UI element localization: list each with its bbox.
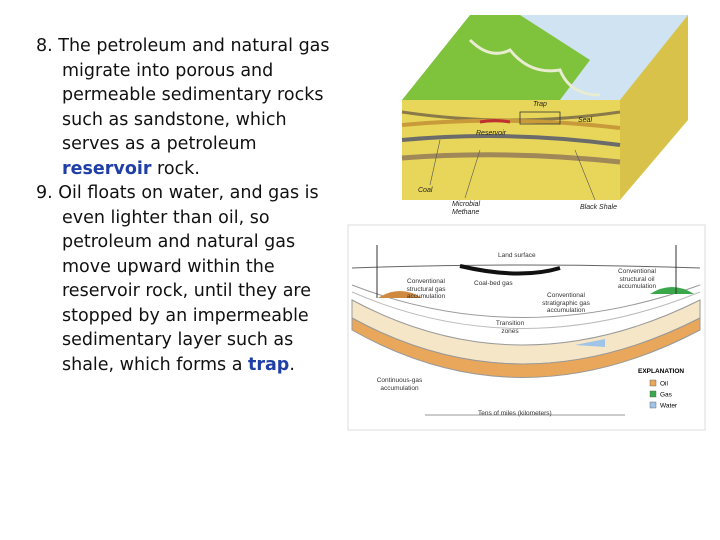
- text-run: The petroleum and natural gas migrate in…: [58, 36, 330, 154]
- list-item: 9. Oil floats on water, and gas is even …: [36, 181, 336, 377]
- item-number: 8.: [36, 36, 53, 56]
- legend-label: Water: [660, 403, 678, 410]
- emphasis: trap: [248, 354, 290, 375]
- label: Reservoir: [476, 130, 506, 137]
- text-run: Oil floats on water, and gas is even lig…: [58, 183, 319, 375]
- emphasis: reservoir: [62, 158, 152, 179]
- label: Tens of miles (kilometers): [478, 410, 552, 417]
- label: Conventional structural oil accumulation: [617, 268, 657, 290]
- legend-label: Gas: [660, 392, 673, 399]
- label: Transition zones: [495, 320, 525, 335]
- label: Black Shale: [580, 204, 617, 211]
- label: Conventional stratigraphic gas accumulat…: [542, 292, 590, 314]
- legend-swatch: [649, 401, 657, 409]
- label: Continuous-gas accumulation: [376, 377, 423, 392]
- block-diagram: [401, 15, 688, 201]
- legend: EXPLANATION Oil Gas Water: [638, 368, 684, 410]
- label: Land surface: [498, 252, 536, 259]
- item-number: 9.: [36, 183, 53, 203]
- label: Conventional structural gas accumulation: [406, 278, 446, 300]
- list-item: 8. The petroleum and natural gas migrate…: [36, 34, 336, 181]
- label: Coal: [418, 187, 433, 194]
- text-run: .: [289, 354, 295, 375]
- bullet-text: 8. The petroleum and natural gas migrate…: [36, 34, 336, 377]
- legend-swatch: [649, 390, 657, 398]
- legend-label: Oil: [660, 381, 669, 388]
- cross-section: [347, 224, 706, 431]
- label: Coal-bed gas: [474, 280, 513, 287]
- text-run: rock.: [151, 158, 200, 179]
- legend-swatch: [649, 379, 657, 387]
- label: Microbial Methane: [452, 201, 481, 216]
- label: Trap: [533, 101, 547, 108]
- legend-title: EXPLANATION: [638, 368, 684, 375]
- label: Seal: [578, 117, 593, 124]
